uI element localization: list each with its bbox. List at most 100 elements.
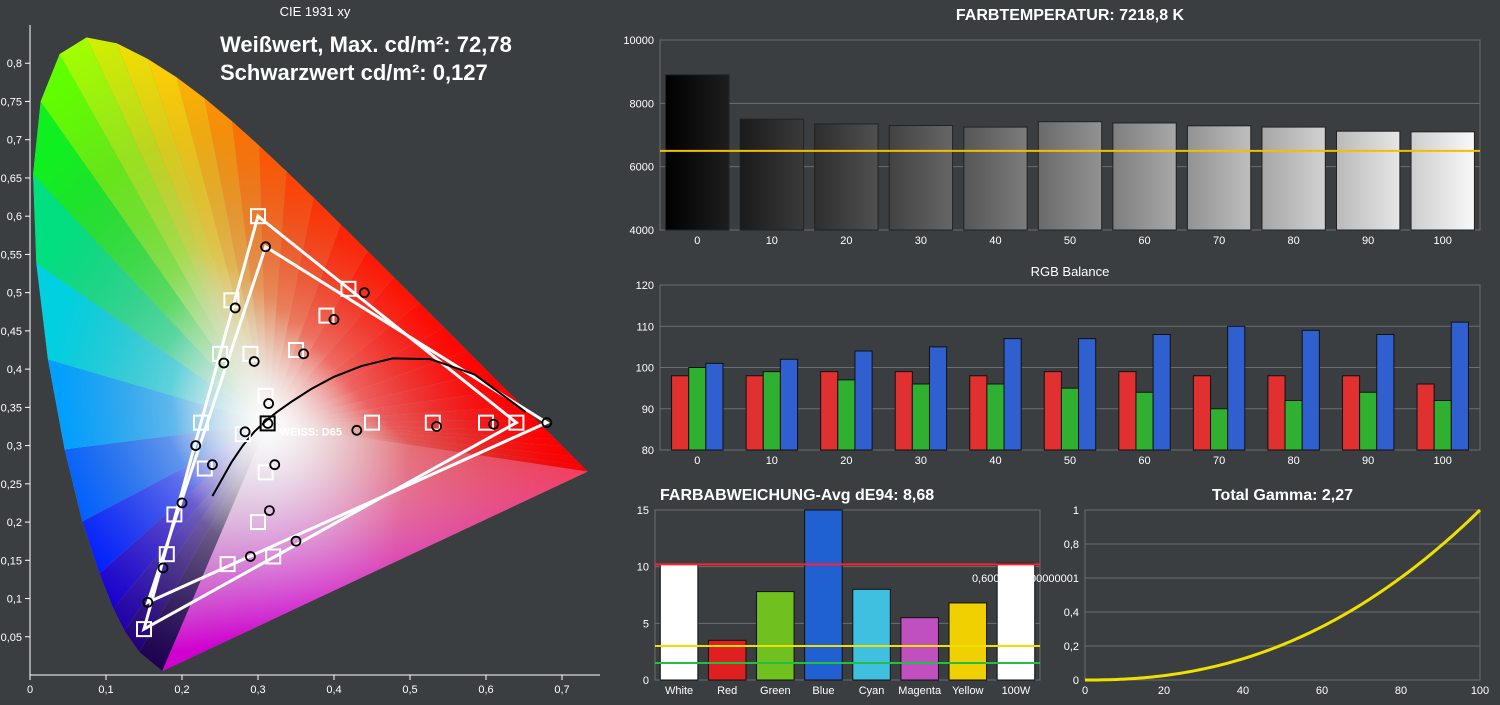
xtick-label: 80 (1288, 455, 1300, 467)
rgb-r-bar (895, 372, 912, 450)
rgb-b-bar (1153, 335, 1170, 451)
ytick-label: 6000 (630, 162, 654, 174)
cie-xtick: 0,3 (250, 684, 265, 696)
color-deviation-title: FARBABWEICHUNG-Avg dE94: 8,68 (660, 487, 934, 504)
ytick-label: 10000 (623, 35, 654, 47)
gamma-xtick: 100 (1471, 685, 1489, 697)
cie-xtick: 0,2 (174, 684, 189, 696)
rgb-r-bar (1119, 372, 1136, 450)
xtick-label: 40 (989, 235, 1001, 247)
rgb-g-bar (1211, 409, 1228, 450)
cie-ytick: 0,6 (7, 211, 22, 223)
gamma-ytick: 0,2 (1064, 641, 1079, 653)
xtick-label: 70 (1213, 235, 1225, 247)
cie-ytick: 0,35 (1, 402, 22, 414)
rgb-b-bar (1302, 330, 1319, 450)
rgb-g-bar (987, 384, 1004, 450)
xtick-label: 90 (1362, 235, 1374, 247)
black-level-label: Schwarzwert cd/m²: 0,127 (220, 60, 488, 85)
xtick-label: 60 (1138, 235, 1150, 247)
xtick-label: Blue (812, 685, 834, 697)
rgb-g-bar (1061, 388, 1078, 450)
color-temp-bar (1113, 123, 1176, 230)
rgb-r-bar (1193, 376, 1210, 450)
ytick-label: 110 (636, 321, 654, 333)
cie-ytick: 0,4 (7, 364, 22, 376)
rgb-r-bar (1342, 376, 1359, 450)
cie-ytick: 0,75 (1, 96, 22, 108)
xtick-label: 80 (1288, 235, 1300, 247)
color-temp-bar (889, 126, 952, 231)
cie-ytick: 0,5 (7, 288, 22, 300)
xtick-label: 20 (840, 455, 852, 467)
rgb-b-bar (855, 351, 872, 450)
gamma-title: Total Gamma: 2,27 (1212, 487, 1353, 504)
gamma-ytick: 0 (1073, 675, 1079, 687)
rgb-g-bar (1285, 401, 1302, 451)
gamma-xtick: 80 (1395, 685, 1407, 697)
rgb-b-bar (1377, 335, 1394, 451)
rgb-b-bar (1451, 322, 1468, 450)
rgb-b-bar (1004, 339, 1021, 450)
xtick-label: 30 (915, 235, 927, 247)
color-temp-bar (815, 124, 878, 230)
cie-ytick: 0,15 (1, 555, 22, 567)
white-point-label: WEISS: D65 (280, 426, 342, 438)
color-temp-bar (964, 127, 1027, 230)
rgb-b-bar (1228, 326, 1245, 450)
xtick-label: Cyan (859, 685, 885, 697)
rgb-r-bar (821, 372, 838, 450)
rgb-r-bar (970, 376, 987, 450)
ytick-label: 120 (636, 280, 654, 292)
gamma-xtick: 60 (1316, 685, 1328, 697)
rgb-b-bar (780, 359, 797, 450)
rgb-r-bar (672, 376, 689, 450)
gamma-xtick: 40 (1237, 685, 1249, 697)
rgb-g-bar (912, 384, 929, 450)
cie-ytick: 0,55 (1, 249, 22, 261)
cie-ytick: 0,7 (7, 135, 22, 147)
xtick-label: 100 (1434, 235, 1452, 247)
xtick-label: 40 (989, 455, 1001, 467)
cie-xtick: 0 (27, 684, 33, 696)
color-temp-bar (740, 119, 803, 230)
gamma-ytick: 1 (1073, 505, 1079, 517)
rgb-g-bar (838, 380, 855, 450)
color-temp-bar (666, 75, 729, 230)
xtick-label: 50 (1064, 235, 1076, 247)
cie-ytick: 0,8 (7, 58, 22, 70)
color-dev-bar (757, 592, 795, 680)
cie-ytick: 0,1 (7, 594, 22, 606)
cie-xtick: 0,5 (402, 684, 417, 696)
xtick-label: 10 (766, 455, 778, 467)
xtick-label: 20 (840, 235, 852, 247)
xtick-label: Magenta (898, 685, 942, 697)
gamma-ytick: 0,8 (1064, 539, 1079, 551)
xtick-label: 70 (1213, 455, 1225, 467)
rgb-g-bar (689, 368, 706, 451)
color-temp-bar (1411, 132, 1474, 230)
ytick-label: 4000 (630, 225, 654, 237)
cie-ytick: 0,05 (1, 632, 22, 644)
xtick-label: Green (760, 685, 791, 697)
white-level-label: Weißwert, Max. cd/m²: 72,78 (220, 32, 512, 57)
cie-ytick: 0,25 (1, 479, 22, 491)
color-dev-bar (805, 510, 843, 680)
gamma-ytick: 0,4 (1064, 607, 1079, 619)
rgb-r-bar (1268, 376, 1285, 450)
xtick-label: 0 (694, 455, 700, 467)
ytick-label: 8000 (630, 98, 654, 110)
rgb-balance-title: RGB Balance (1031, 264, 1110, 279)
rgb-g-bar (763, 372, 780, 450)
gamma-xtick: 20 (1158, 685, 1170, 697)
xtick-label: White (665, 685, 693, 697)
ytick-label: 0 (643, 675, 649, 687)
cie-ytick: 0,65 (1, 173, 22, 185)
color-dev-bar (901, 618, 939, 680)
cie-xtick: 0,1 (98, 684, 113, 696)
cie-ytick: 0,2 (7, 517, 22, 529)
ytick-label: 15 (637, 505, 649, 517)
cie-xtick: 0,6 (478, 684, 493, 696)
ytick-label: 5 (643, 618, 649, 630)
cie-xtick: 0,7 (554, 684, 569, 696)
